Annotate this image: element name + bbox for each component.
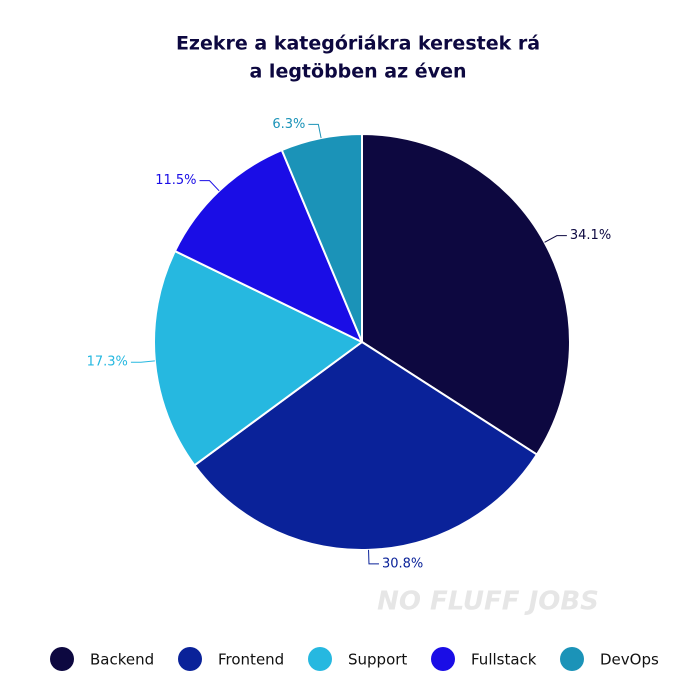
legend-marker (50, 647, 74, 671)
legend-marker (308, 647, 332, 671)
leader-line (130, 360, 155, 363)
data-label: 17.3% (87, 355, 128, 370)
leader-line (199, 180, 220, 192)
legend-label: DevOps (600, 651, 659, 669)
leader-line (544, 235, 567, 243)
leader-line (308, 123, 322, 139)
pie-slice (173, 148, 364, 345)
chart-title: Ezekre a kategóriákra kerestek rá (176, 33, 540, 55)
leader-line (368, 549, 379, 565)
legend-marker (560, 647, 584, 671)
data-label: 34.1% (570, 228, 611, 243)
pie-slice (153, 249, 364, 467)
legend-label: Fullstack (471, 651, 537, 669)
pie-slice (193, 340, 539, 551)
legend-marker (178, 647, 202, 671)
legend-marker (431, 647, 455, 671)
data-label: 11.5% (155, 173, 196, 188)
chart-title: a legtöbben az éven (250, 61, 467, 83)
data-label: 6.3% (272, 117, 305, 132)
legend-label: Frontend (218, 651, 284, 669)
legend-label: Backend (90, 651, 154, 669)
pie-slice (280, 132, 363, 343)
data-label: 30.8% (382, 556, 423, 571)
legend-label: Support (348, 651, 407, 669)
watermark: NO FLUFF JOBS (377, 587, 599, 617)
